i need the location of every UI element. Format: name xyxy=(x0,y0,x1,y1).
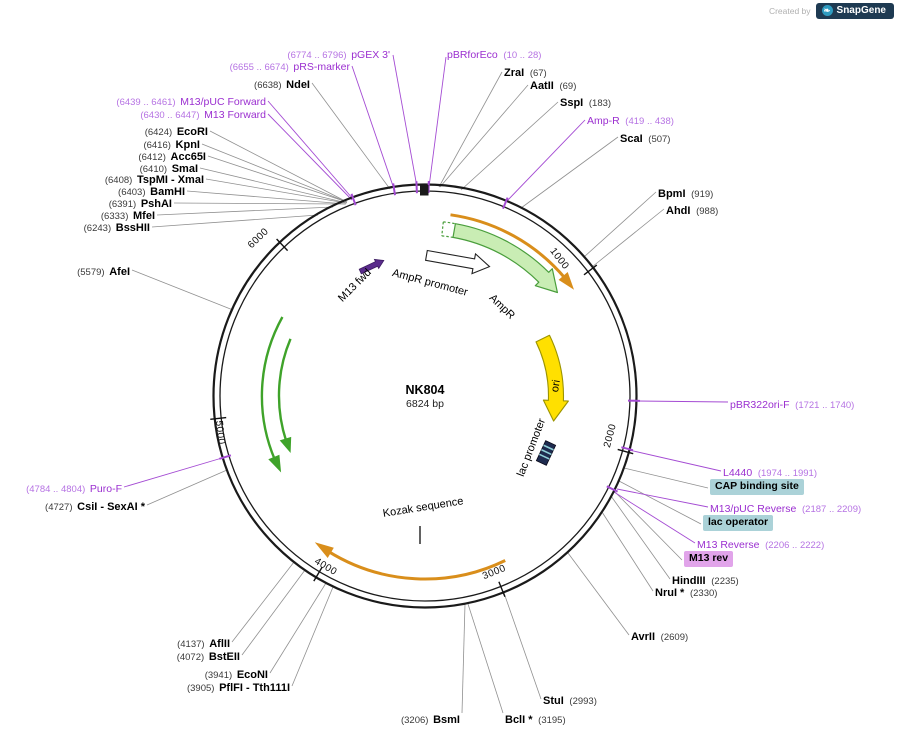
label-sspi[interactable]: SspI (183) xyxy=(560,97,612,109)
label-acc65i[interactable]: (6412) Acc65I xyxy=(138,151,206,163)
label-tspmi-xmai[interactable]: (6408) TspMI - XmaI xyxy=(104,174,204,186)
tick-label-5000: 5000 xyxy=(213,420,227,446)
m13-fwd-arrow[interactable] xyxy=(358,258,385,275)
label-pshai[interactable]: (6391) PshAI xyxy=(108,198,172,210)
label-econi[interactable]: (3941) EcoNI xyxy=(204,669,268,681)
orange-arc-bottom[interactable] xyxy=(314,542,506,581)
label-ndei[interactable]: (6638) NdeI xyxy=(254,79,310,91)
label-csii-sexai[interactable]: (4727) CsiI - SexAI * xyxy=(45,501,145,513)
feature-label-ori[interactable]: ori xyxy=(549,378,563,394)
label-ahdi[interactable]: AhdI (988) xyxy=(666,205,719,217)
label-aflii[interactable]: (4137) AflII xyxy=(177,638,230,650)
enzyme-leader-lines xyxy=(131,71,709,714)
label-zrai[interactable]: ZraI (67) xyxy=(504,67,547,79)
label-m13-forward[interactable]: (6430 .. 6447) M13 Forward xyxy=(140,109,266,121)
ampr-feature-arrow[interactable] xyxy=(452,223,558,294)
plasmid-name: NK804 xyxy=(405,383,445,397)
label-bamhi[interactable]: (6403) BamHI xyxy=(118,186,185,198)
snapgene-logo-text: SnapGene xyxy=(836,5,886,16)
label-bcli[interactable]: BclI * (3195) xyxy=(505,714,566,726)
primer-leader-lines xyxy=(123,54,729,544)
label-cap-binding-site[interactable]: CAP binding site xyxy=(710,479,804,495)
label-bsteii[interactable]: (4072) BstEII xyxy=(176,651,240,663)
label-m13-reverse[interactable]: M13 Reverse (2206 .. 2222) xyxy=(697,539,825,551)
ampr-promoter-arrow[interactable] xyxy=(424,249,491,275)
label-pgex-3[interactable]: (6774 .. 6796) pGEX 3' xyxy=(287,49,390,61)
label-m13-rev[interactable]: M13 rev xyxy=(684,551,734,567)
green-arc-features[interactable] xyxy=(260,316,292,473)
label-pbrforeco[interactable]: pBRforEco (10 .. 28) xyxy=(447,49,542,61)
label-puro-f[interactable]: (4784 .. 4804) Puro-F xyxy=(26,483,122,495)
label-scai[interactable]: ScaI (507) xyxy=(620,133,671,145)
snapgene-logo: ❧ SnapGene xyxy=(815,3,894,19)
label-prs-marker[interactable]: (6655 .. 6674) pRS-marker xyxy=(229,61,350,73)
orange-arc-top[interactable] xyxy=(450,213,575,290)
label-smai[interactable]: (6410) SmaI xyxy=(139,163,198,175)
label-m13-puc-reverse[interactable]: M13/pUC Reverse (2187 .. 2209) xyxy=(710,503,862,515)
leaf-icon: ❧ xyxy=(821,5,833,16)
label-bsmi[interactable]: (3206) BsmI xyxy=(400,714,460,726)
ampr-truncation-dashes xyxy=(441,221,456,238)
label-stui[interactable]: StuI (2993) xyxy=(543,695,597,707)
label-hindiii[interactable]: HindIII (2235) xyxy=(672,575,739,587)
scale-ticks xyxy=(210,238,634,597)
label-aatii[interactable]: AatII (69) xyxy=(530,80,577,92)
plasmid-size: 6824 bp xyxy=(406,398,444,410)
label-nrui[interactable]: NruI * (2330) xyxy=(655,587,718,599)
label-ecori[interactable]: (6424) EcoRI xyxy=(144,126,208,138)
ori-feature-arrow[interactable] xyxy=(535,334,569,422)
origin-feature-mark xyxy=(420,185,429,196)
label-pflfi-tth111i[interactable]: (3905) PflFI - Tth111I xyxy=(186,682,290,694)
snapgene-branding: Created by ❧ SnapGene xyxy=(769,3,894,19)
label-avrii[interactable]: AvrII (2609) xyxy=(631,631,689,643)
label-amp-r[interactable]: Amp-R (419 .. 438) xyxy=(587,115,674,127)
primer-site-ticks xyxy=(219,180,641,493)
label-l4440[interactable]: L4440 (1974 .. 1991) xyxy=(723,467,817,479)
label-bpmi[interactable]: BpmI (919) xyxy=(658,188,714,200)
label-bsshii[interactable]: (6243) BssHII xyxy=(83,222,150,234)
created-by-text: Created by xyxy=(768,6,811,16)
label-afei[interactable]: (5579) AfeI xyxy=(77,266,130,278)
label-lac-operator[interactable]: lac operator xyxy=(703,515,774,531)
plasmid-title-block: NK804 6824 bp xyxy=(355,383,495,410)
lac-promoter-box[interactable] xyxy=(535,440,557,466)
plasmid-ring-outer xyxy=(212,183,638,609)
label-mfei[interactable]: (6333) MfeI xyxy=(100,210,155,222)
label-kpni[interactable]: (6416) KpnI xyxy=(143,139,200,151)
label-m13-puc-forward[interactable]: (6439 .. 6461) M13/pUC Forward xyxy=(116,96,266,108)
label-pbr322ori-f[interactable]: pBR322ori-F (1721 .. 1740) xyxy=(730,399,855,411)
